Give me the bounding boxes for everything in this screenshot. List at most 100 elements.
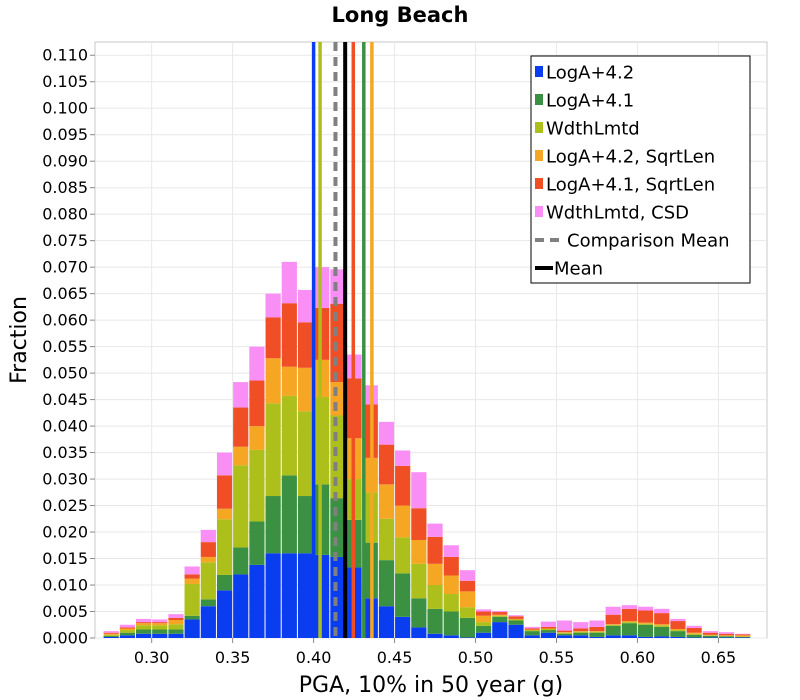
bar-segment	[265, 317, 281, 359]
y-tick-label: 0.090	[42, 152, 88, 171]
bar-segment	[443, 545, 459, 557]
legend-label: WdthLmtd	[546, 119, 640, 140]
bar-segment	[330, 269, 346, 304]
bar-segment	[265, 358, 281, 404]
bar-segment	[103, 633, 119, 635]
bar-segment	[573, 635, 589, 638]
bar-segment	[589, 631, 605, 633]
bar-segment	[233, 407, 249, 447]
bar-segment	[411, 598, 427, 628]
bar-segment	[524, 629, 540, 631]
bar-segment	[184, 566, 200, 575]
bar-segment	[686, 625, 702, 628]
bar-segment	[184, 583, 200, 616]
bar-segment	[281, 475, 297, 554]
bar-segment	[735, 636, 751, 637]
bar-segment	[654, 636, 670, 638]
bar-segment	[476, 609, 492, 612]
bar-segment	[297, 496, 314, 554]
bar-segment	[135, 618, 152, 623]
bar-segment	[249, 564, 265, 638]
bar-segment	[184, 615, 200, 620]
bar-segment	[200, 599, 216, 607]
y-tick-label: 0.110	[42, 46, 88, 65]
y-tick-label: 0.105	[42, 72, 88, 91]
bar-segment	[168, 624, 184, 630]
y-tick-label: 0.015	[42, 549, 88, 568]
bar-segment	[281, 366, 297, 396]
bar-segment	[168, 619, 184, 625]
legend-label: Mean	[554, 259, 603, 280]
y-tick-label: 0.025	[42, 496, 88, 515]
bar-segment	[395, 537, 411, 574]
bar-segment	[508, 624, 524, 638]
bar-segment	[718, 633, 735, 636]
bar-segment	[427, 585, 443, 609]
bar-segment	[492, 610, 508, 613]
bar-segment	[718, 636, 735, 638]
legend-label: LogA+4.1, SqrtLen	[546, 175, 715, 196]
y-tick-label: 0.070	[42, 258, 88, 277]
bar-segment	[103, 631, 119, 633]
bar-segment	[654, 613, 670, 625]
bar-segment	[573, 631, 589, 632]
bar-segment	[119, 630, 135, 633]
bar-segment	[249, 380, 265, 427]
y-tick-label: 0.005	[42, 602, 88, 621]
y-axis-ticks: 0.000 0.005 0.010 0.015 0.020 0.025 0.030 0.035…	[42, 46, 95, 648]
bar-segment	[670, 621, 686, 629]
bar-segment	[476, 625, 492, 633]
bar-segment	[508, 618, 524, 620]
x-tick-label: 0.50	[458, 648, 494, 667]
bar-segment	[411, 563, 427, 599]
bar-segment	[735, 634, 751, 636]
bar-segment	[702, 637, 718, 638]
bar-segment	[168, 633, 184, 638]
bar-segment	[621, 605, 637, 609]
bar-segment	[621, 621, 637, 623]
bar-segment	[135, 622, 152, 624]
bar-segment	[605, 606, 621, 615]
bar-segment	[152, 623, 168, 626]
bar-segment	[670, 628, 686, 631]
bar-segment	[378, 421, 395, 445]
bar-segment	[297, 553, 314, 638]
bar-segment	[135, 623, 152, 626]
bar-segment	[378, 518, 395, 561]
bar-segment	[686, 632, 702, 634]
bar-segment	[200, 529, 216, 543]
x-axis-label: PGA, 10% in 50 year (g)	[299, 673, 563, 698]
legend-swatch	[535, 178, 543, 189]
bar-segment	[168, 629, 184, 634]
bar-segment	[265, 403, 281, 497]
bar-segment	[492, 615, 508, 617]
bar-segment	[476, 611, 492, 616]
y-tick-label: 0.050	[42, 364, 88, 383]
x-tick-label: 0.30	[134, 648, 170, 667]
bar-segment	[265, 553, 281, 638]
bar-segment	[735, 636, 751, 638]
bar-segment	[735, 635, 751, 637]
bar-segment	[735, 633, 751, 635]
bar-segment	[103, 634, 119, 636]
bar-segment	[378, 484, 395, 519]
x-tick-label: 0.35	[215, 648, 251, 667]
y-tick-label: 0.035	[42, 443, 88, 462]
bar-segment	[735, 637, 751, 638]
bar-segment	[443, 611, 459, 636]
bar-segment	[524, 628, 540, 630]
bar-segment	[686, 634, 702, 638]
bar-segment	[492, 614, 508, 616]
bar-segment	[427, 633, 443, 638]
bar-segment	[654, 625, 670, 627]
bar-segment	[297, 367, 314, 412]
y-tick-label: 0.100	[42, 99, 88, 118]
bar-segment	[718, 637, 735, 638]
bar-segment	[184, 619, 200, 638]
y-tick-label: 0.075	[42, 231, 88, 250]
bar-segment	[200, 606, 216, 638]
bar-segment	[152, 619, 168, 623]
bar-segment	[492, 622, 508, 638]
bar-segment	[281, 395, 297, 476]
bar-segment	[476, 615, 492, 623]
